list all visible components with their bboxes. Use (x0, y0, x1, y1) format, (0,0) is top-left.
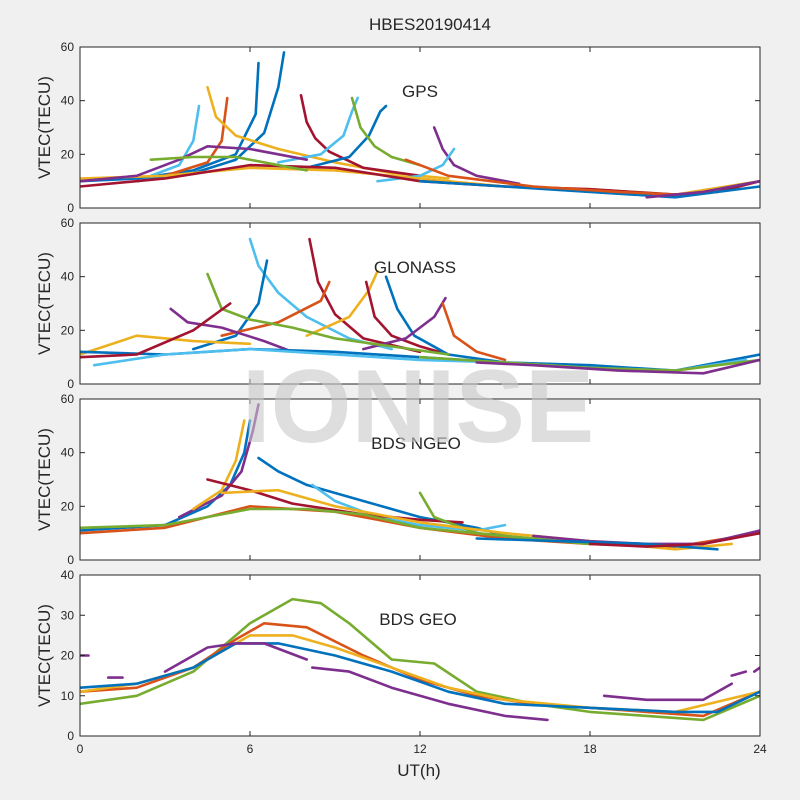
series-line-2 (308, 237, 422, 354)
series-line-14 (80, 145, 309, 183)
plot-area (80, 399, 760, 560)
series-line-17 (404, 158, 677, 196)
figure-title: HBES20190414 (369, 15, 491, 34)
series-line-8 (361, 296, 447, 351)
series-line-13 (588, 531, 760, 548)
plot-area (80, 47, 760, 208)
series-line-16 (418, 179, 760, 199)
series-line-15 (149, 155, 309, 172)
series-line-6 (299, 94, 422, 178)
x-axis-label: UT(h) (397, 761, 440, 780)
y-tick-label: 40 (61, 270, 75, 284)
series-group (80, 51, 760, 199)
y-axis-label: VTEC(TECU) (35, 604, 54, 707)
y-tick-label: 0 (67, 201, 74, 215)
series-line-4 (257, 456, 507, 538)
y-tick-label: 60 (61, 216, 75, 230)
y-tick-label: 40 (61, 446, 75, 460)
series-line-5 (305, 269, 379, 338)
y-tick-label: 60 (61, 40, 75, 54)
y-tick-label: 30 (61, 608, 75, 622)
series-line-4 (80, 642, 760, 714)
series-line-4 (220, 280, 331, 338)
panel-glonass: 0 20 40 60 VTEC(TECU) GLONASS (35, 216, 761, 391)
panel-label: GPS (402, 82, 438, 101)
y-tick-label: 40 (61, 568, 75, 582)
series-line-1 (80, 61, 260, 183)
panel-gps: 0 20 40 60 VTEC(TECU) GPS (35, 40, 761, 215)
series-line-9 (350, 96, 422, 167)
y-tick-label: 10 (61, 689, 75, 703)
series-line-9 (602, 682, 734, 702)
series-line-12 (475, 537, 719, 551)
x-tick-label: 0 (77, 742, 84, 756)
series-group (80, 597, 760, 722)
y-axis-label: VTEC(TECU) (35, 428, 54, 531)
series-line-8 (305, 104, 388, 170)
watermark: IONISE (242, 349, 595, 465)
series-line-10 (220, 488, 734, 551)
y-tick-label: 20 (61, 323, 75, 337)
series-group (80, 237, 760, 375)
series-line-6 (364, 280, 450, 356)
y-tick-label: 40 (61, 94, 75, 108)
y-tick-label: 20 (61, 499, 75, 513)
series-line-7 (384, 275, 507, 364)
y-tick-label: 0 (67, 729, 74, 743)
series-line-11 (169, 307, 294, 354)
series-line-12 (80, 334, 252, 356)
y-axis-label: VTEC(TECU) (35, 76, 54, 179)
panel-label: BDS GEO (379, 610, 456, 629)
series-line-9 (441, 302, 507, 362)
series-line-3 (192, 419, 246, 511)
y-tick-label: 0 (67, 553, 74, 567)
series-line-2 (177, 403, 260, 519)
x-tick-label: 6 (247, 742, 254, 756)
y-tick-label: 0 (67, 377, 74, 391)
series-group (80, 403, 760, 551)
y-tick-label: 20 (61, 147, 75, 161)
series-line-5 (149, 104, 201, 178)
panel-bds-ngeo: 0 20 40 60 VTEC(TECU) BDS NGEO (35, 392, 761, 567)
y-axis-label: VTEC(TECU) (35, 252, 54, 355)
x-tick-label: 24 (753, 742, 767, 756)
series-line-14 (80, 302, 232, 359)
series-line-7 (163, 642, 309, 673)
series-line-8 (310, 666, 549, 722)
x-tick-label: 12 (413, 742, 427, 756)
panel-label: GLONASS (374, 258, 456, 277)
series-line-3 (163, 96, 229, 178)
series-line-6 (206, 478, 464, 524)
series-line-11 (752, 666, 760, 673)
series-line-18 (645, 179, 760, 199)
x-tick-label: 18 (583, 742, 597, 756)
panel-bds-geo: 0 10 20 30 40 0 6 12 18 24 VTEC(TECU) BDS GEO (35, 568, 767, 756)
series-line-17 (475, 358, 760, 375)
series-line-10 (730, 670, 748, 677)
y-tick-label: 60 (61, 392, 75, 406)
y-tick-label: 20 (61, 649, 75, 663)
series-line-10 (432, 126, 521, 186)
panel-label: BDS NGEO (371, 434, 461, 453)
